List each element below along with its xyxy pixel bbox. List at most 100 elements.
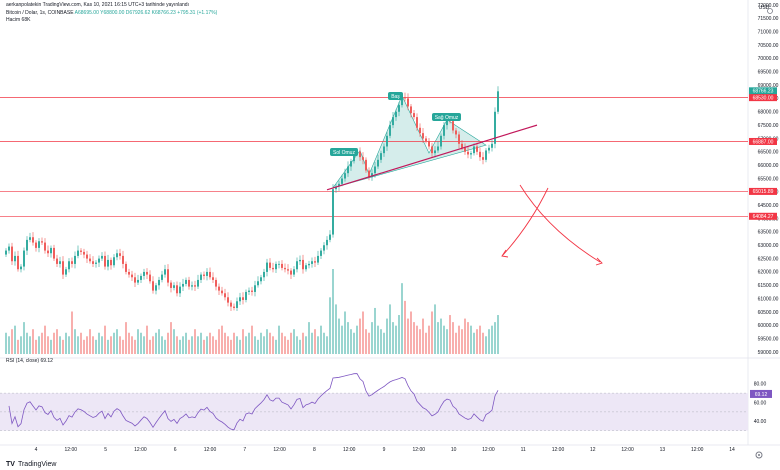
candle-body[interactable] (428, 141, 430, 147)
candle-body[interactable] (98, 258, 100, 263)
candle-body[interactable] (371, 173, 373, 178)
candle-body[interactable] (383, 146, 385, 154)
candle-body[interactable] (80, 250, 82, 252)
candle-body[interactable] (287, 269, 289, 271)
candle-body[interactable] (323, 245, 325, 251)
candle-body[interactable] (179, 286, 181, 294)
candle-body[interactable] (335, 186, 337, 190)
candle-body[interactable] (167, 269, 169, 283)
candle-body[interactable] (77, 250, 79, 256)
candle-body[interactable] (497, 91, 499, 112)
candle-body[interactable] (242, 297, 244, 300)
candle-body[interactable] (74, 255, 76, 264)
candle-body[interactable] (203, 274, 205, 276)
candle-body[interactable] (50, 247, 52, 254)
candle-body[interactable] (233, 306, 235, 308)
candle-body[interactable] (206, 271, 208, 276)
candle-body[interactable] (191, 285, 193, 287)
candle-body[interactable] (11, 246, 13, 262)
candle-body[interactable] (56, 258, 58, 264)
symbol-line[interactable]: Bitcoin / Dolar, 1s, COINBASE A68695.00 … (6, 10, 217, 16)
candle-body[interactable] (392, 117, 394, 126)
candle-body[interactable] (269, 262, 271, 268)
candle-body[interactable] (197, 279, 199, 287)
annotations[interactable]: Baş Sol Omuz Sağ Omuz (330, 92, 461, 156)
candle-body[interactable] (446, 119, 448, 126)
rsi-pane[interactable]: 69.12 (0, 373, 772, 431)
candle-body[interactable] (251, 290, 253, 292)
candle-body[interactable] (374, 166, 376, 174)
candle-body[interactable] (455, 130, 457, 135)
candle-body[interactable] (116, 253, 118, 258)
candle-body[interactable] (245, 291, 247, 300)
candle-body[interactable] (8, 246, 10, 251)
candlesticks[interactable] (5, 86, 499, 312)
candle-body[interactable] (329, 234, 331, 240)
candle-body[interactable] (260, 277, 262, 282)
candle-body[interactable] (23, 250, 25, 267)
candle-body[interactable] (110, 259, 112, 266)
candle-body[interactable] (32, 237, 34, 243)
candle-body[interactable] (365, 159, 367, 171)
candle-body[interactable] (347, 166, 349, 174)
candle-body[interactable] (53, 247, 55, 259)
candle-body[interactable] (299, 259, 301, 262)
candle-body[interactable] (83, 251, 85, 255)
candle-body[interactable] (131, 274, 133, 278)
candle-body[interactable] (218, 286, 220, 291)
candle-body[interactable] (320, 250, 322, 256)
candle-body[interactable] (278, 263, 280, 265)
neckline-trendline[interactable] (326, 124, 538, 191)
candle-body[interactable] (236, 301, 238, 308)
candle-body[interactable] (92, 261, 94, 264)
candle-body[interactable] (368, 170, 370, 178)
candle-body[interactable] (26, 239, 28, 251)
candle-body[interactable] (221, 290, 223, 294)
candle-body[interactable] (107, 259, 109, 267)
candle-body[interactable] (200, 274, 202, 280)
candle-body[interactable] (71, 261, 73, 264)
annotation-head[interactable]: Baş (388, 92, 403, 100)
candle-body[interactable] (386, 135, 388, 147)
candle-body[interactable] (14, 255, 16, 262)
candle-body[interactable] (38, 241, 40, 248)
candle-body[interactable] (158, 279, 160, 286)
candle-body[interactable] (86, 254, 88, 259)
candle-body[interactable] (308, 263, 310, 266)
candle-body[interactable] (182, 283, 184, 287)
candle-body[interactable] (68, 261, 70, 270)
candle-body[interactable] (293, 269, 295, 275)
annotation-right-shoulder[interactable]: Sağ Omuz (432, 113, 461, 121)
candle-body[interactable] (281, 263, 283, 268)
candle-body[interactable] (404, 97, 406, 99)
candle-body[interactable] (377, 159, 379, 167)
candle-body[interactable] (290, 270, 292, 275)
candle-body[interactable] (137, 279, 139, 283)
candle-body[interactable] (362, 157, 364, 160)
candle-body[interactable] (101, 255, 103, 259)
candle-body[interactable] (170, 282, 172, 288)
candle-body[interactable] (491, 143, 493, 148)
candle-body[interactable] (17, 255, 19, 270)
candle-body[interactable] (29, 237, 31, 240)
candle-body[interactable] (353, 153, 355, 162)
candle-body[interactable] (344, 173, 346, 179)
candle-body[interactable] (62, 261, 64, 275)
candle-body[interactable] (122, 255, 124, 264)
candle-body[interactable] (359, 151, 361, 158)
candle-body[interactable] (152, 281, 154, 291)
candle-body[interactable] (305, 265, 307, 270)
candle-body[interactable] (254, 285, 256, 292)
candle-body[interactable] (161, 274, 163, 280)
drawings[interactable] (326, 124, 603, 266)
candle-body[interactable] (464, 147, 466, 152)
candle-body[interactable] (434, 150, 436, 154)
tradingview-footer[interactable]: TV TradingView (6, 461, 56, 468)
symbol-name[interactable]: Bitcoin / Dolar, 1s, COINBASE (6, 10, 74, 16)
candle-body[interactable] (467, 151, 469, 155)
candle-body[interactable] (65, 269, 67, 275)
candle-body[interactable] (263, 271, 265, 278)
candle-body[interactable] (443, 125, 445, 136)
candle-body[interactable] (164, 269, 166, 275)
